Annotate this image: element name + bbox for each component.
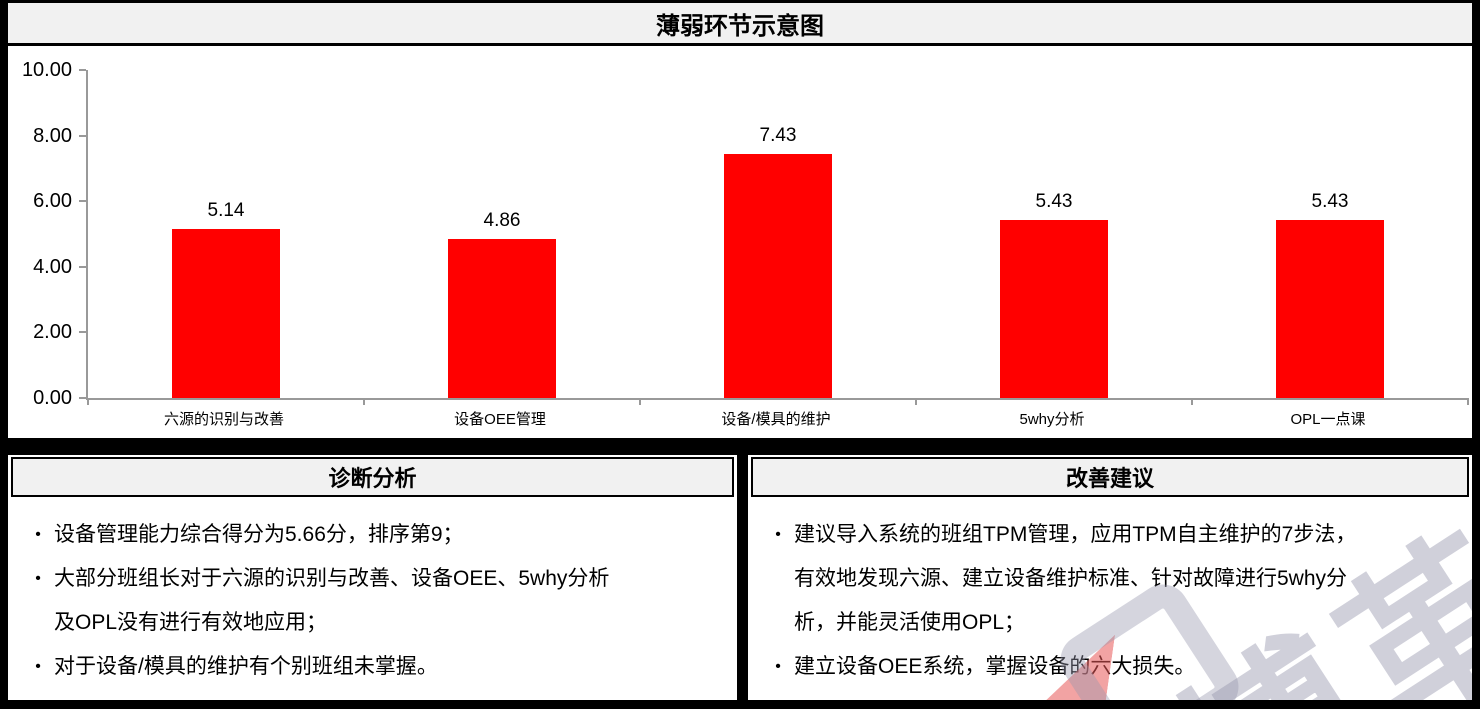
bar — [448, 238, 556, 398]
bar-column: 4.86 — [364, 70, 640, 398]
x-axis-tick — [639, 398, 641, 405]
bar-column: 5.43 — [1192, 70, 1468, 398]
diagnosis-panel-header: 诊断分析 — [11, 457, 734, 497]
bar — [1276, 219, 1384, 398]
bullet-item: • 建立设备OEE系统，掌握设备的六大损失。 — [762, 645, 1464, 689]
plot-area: 5.14 4.86 7.43 5.43 5.43 — [79, 69, 1469, 405]
category-label: 5why分析 — [1019, 411, 1085, 428]
diagnosis-panel-title: 诊断分析 — [328, 466, 417, 491]
chart-title: 薄弱环节示意图 — [656, 12, 824, 40]
bars-row: 5.14 4.86 7.43 5.43 5.43 — [88, 70, 1468, 398]
bullet-dot: • — [775, 658, 781, 675]
x-axis-tick — [1467, 398, 1469, 405]
bar-column: 5.43 — [916, 70, 1192, 398]
suggestions-panel-body: 博革 • 建议导入系统的班组TPM管理，应用TPM自主维护的7步法， 有效地发现六… — [748, 503, 1472, 700]
x-axis-tick — [915, 398, 917, 405]
y-axis-tick-label: 2.00 — [33, 321, 72, 344]
bar-data-label: 5.14 — [207, 200, 245, 222]
bullet-dot: • — [35, 526, 41, 543]
bullet-item: • 对于设备/模具的维护有个别班组未掌握。 — [22, 645, 729, 689]
bar — [1000, 219, 1108, 398]
x-axis-tick — [363, 398, 365, 405]
diagnosis-panel-body: • 设备管理能力综合得分为5.66分，排序第9； • 大部分班组长对于六源的识别与改善… — [8, 503, 737, 700]
bullet-dot: • — [35, 570, 41, 587]
bullet-item: • 建议导入系统的班组TPM管理，应用TPM自主维护的7步法， 有效地发现六源、建… — [762, 513, 1464, 645]
bullet-text: 对于设备/模具的维护有个别班组未掌握。 — [54, 655, 438, 678]
bullet-text: 大部分班组长对于六源的识别与改善、设备OEE、5why分析 及OPL没有进行有效… — [54, 567, 610, 634]
bullet-text: 建议导入系统的班组TPM管理，应用TPM自主维护的7步法， 有效地发现六源、建立… — [794, 523, 1357, 634]
y-axis-tick — [79, 331, 86, 334]
suggestions-panel: 改善建议 博革 • 建议导入系统的班组TPM管理，应用TPM自主维护的7步法， 有… — [748, 455, 1472, 700]
y-axis-tick-label: 6.00 — [33, 190, 72, 213]
suggestions-panel-title: 改善建议 — [1065, 466, 1154, 491]
y-axis-tick-label: 0.00 — [33, 387, 72, 409]
category-axis-labels: 六源的识别与改善 设备OEE管理 设备/模具的维护 5why分析 OPL一点课 — [86, 402, 1466, 429]
bar-column: 5.14 — [88, 70, 364, 398]
bar-chart-section: 10.00 8.00 6.00 4.00 2.00 0.00 5.14 4.86 7.43 5.… — [8, 46, 1472, 438]
bar-data-label: 5.43 — [1035, 190, 1073, 212]
y-axis-tick — [79, 265, 86, 268]
bullet-dot: • — [775, 526, 781, 543]
bullet-dot: • — [35, 658, 41, 675]
bar-data-label: 5.43 — [1311, 190, 1349, 212]
y-axis-tick — [79, 397, 86, 399]
bar — [724, 154, 832, 398]
bar — [172, 229, 280, 398]
y-axis-tick-label: 10.00 — [21, 59, 72, 81]
category-label: 设备OEE管理 — [454, 411, 546, 428]
y-axis-tick — [79, 69, 86, 71]
y-axis-tick — [79, 134, 86, 137]
category-label: 设备/模具的维护 — [721, 411, 831, 428]
bar-data-label: 4.86 — [483, 209, 521, 231]
bullet-text: 建立设备OEE系统，掌握设备的六大损失。 — [794, 655, 1196, 678]
category-label: 六源的识别与改善 — [163, 411, 284, 428]
x-axis-tick — [87, 398, 89, 405]
category-label: OPL一点课 — [1290, 411, 1366, 428]
chart-title-bar: 薄弱环节示意图 — [8, 3, 1472, 43]
suggestions-panel-header: 改善建议 — [751, 457, 1469, 497]
bullet-item: • 设备管理能力综合得分为5.66分，排序第9； — [22, 513, 729, 557]
y-axis-tick-label: 8.00 — [33, 124, 72, 147]
bullet-text: 设备管理能力综合得分为5.66分，排序第9； — [54, 523, 464, 546]
bar-column: 7.43 — [640, 70, 916, 398]
bar-data-label: 7.43 — [759, 125, 797, 147]
y-axis-tick — [79, 200, 86, 203]
diagnosis-panel: 诊断分析 • 设备管理能力综合得分为5.66分，排序第9； • 大部分班组长对于六源的… — [8, 455, 737, 700]
bullet-item: • 大部分班组长对于六源的识别与改善、设备OEE、5why分析 及OPL没有进行有… — [22, 557, 729, 645]
y-axis-tick-label: 4.00 — [33, 255, 72, 278]
x-axis-tick — [1191, 398, 1193, 405]
